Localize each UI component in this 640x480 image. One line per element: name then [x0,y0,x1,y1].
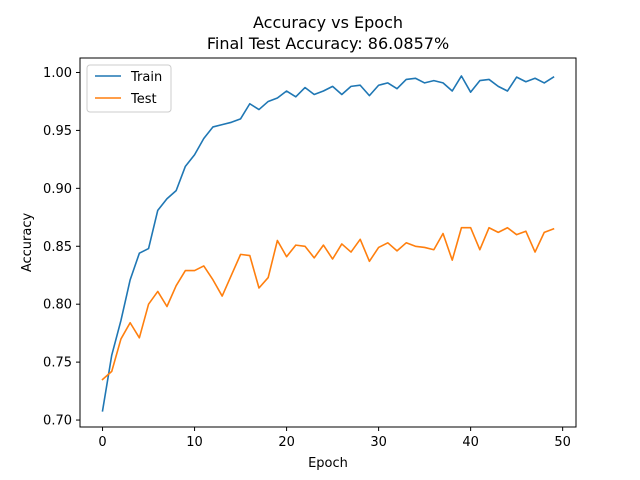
plot-frame [79,57,577,428]
series-line-train [101,75,555,412]
x-tick-label: 40 [462,435,479,450]
legend: Train Test [86,64,172,113]
y-tick-label: 0.75 [43,356,72,371]
y-axis-label: Accuracy [20,213,35,273]
x-tick-label: 0 [98,435,106,450]
chart-subtitle: Final Test Accuracy: 86.0857% [207,34,449,53]
y-tick-label: 0.95 [43,124,72,139]
y-tick-label: 0.85 [43,240,72,255]
y-axis-ticks: 0.70 0.75 0.80 0.85 0.90 0.95 1.00 [43,66,80,429]
x-tick-label: 50 [554,435,571,450]
series-line-test [101,226,555,381]
x-axis-ticks: 0 10 20 30 40 50 [98,427,571,450]
y-tick-label: 1.00 [43,66,72,81]
legend-train-label: Train [130,70,162,85]
legend-test-label: Test [130,92,157,107]
x-axis-label: Epoch [308,456,348,471]
series-lines [101,75,555,412]
x-tick-label: 20 [278,435,295,450]
chart-title: Accuracy vs Epoch [253,13,403,32]
x-tick-label: 10 [186,435,203,450]
x-tick-label: 30 [370,435,387,450]
y-tick-label: 0.90 [43,182,72,197]
y-tick-label: 0.70 [43,414,72,429]
y-tick-label: 0.80 [43,298,72,313]
